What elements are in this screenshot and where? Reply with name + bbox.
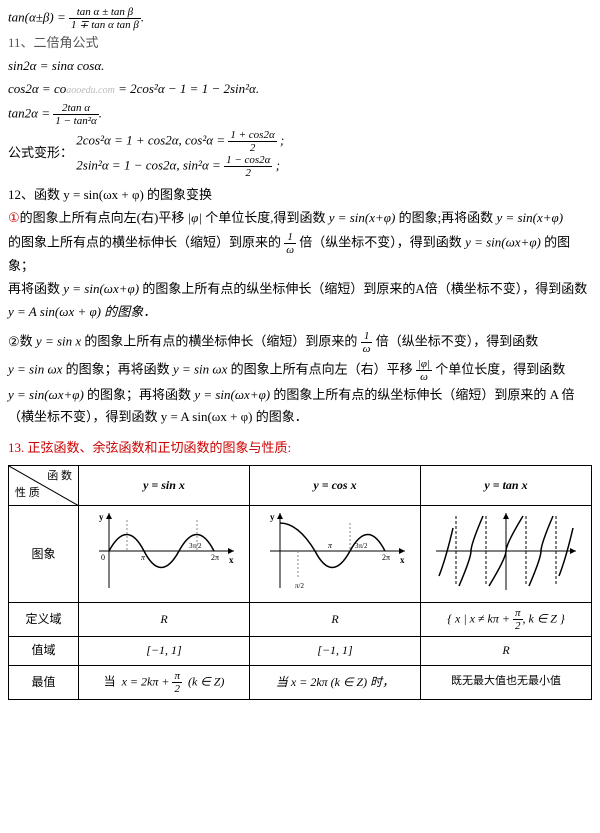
range-sin: [−1, 1] <box>79 637 250 665</box>
domain-sin: R <box>79 603 250 637</box>
max-sin: 当 x = 2kπ + π2 (k ∈ Z) <box>79 665 250 699</box>
svg-text:0: 0 <box>101 553 105 562</box>
section-13-title: 13. 正弦函数、余弦函数和正切函数的图象与性质: <box>8 438 592 459</box>
graph-sin: 0 π 3π/2 2π y x <box>79 506 250 603</box>
body-12a: ①的图象上所有点向左(右)平移 |φ| 个单位长度,得到函数 y = sin(x… <box>8 208 592 229</box>
body-12g: y = sin(ωx+φ) 的图象；再将函数 y = sin(ωx+φ) 的图象… <box>8 385 592 406</box>
svg-text:2π: 2π <box>382 553 390 562</box>
svg-text:x: x <box>400 555 405 565</box>
range-cos: [−1, 1] <box>250 637 421 665</box>
range-tan: R <box>421 637 592 665</box>
body-12h: （横坐标不变），得到函数 y = A sin(ωx + φ) 的图象． <box>8 407 592 428</box>
body-12d: y = A sin(ωx + φ) 的图象． <box>8 302 592 323</box>
svg-text:3π/2: 3π/2 <box>355 542 368 550</box>
svg-text:3π/2: 3π/2 <box>189 542 202 550</box>
max-tan: 既无最大值也无最小值 <box>421 665 592 699</box>
diag-top-label: 函 数 <box>47 468 72 486</box>
body-12e: ②数 y = sin x 的图象上所有点的横坐标伸长（缩短）到原来的 1ω 倍（… <box>8 330 592 355</box>
trig-properties-table: 函 数 性 质 y = sin x y = cos x y = tan x 图象… <box>8 465 592 700</box>
body-12c: 再将函数 y = sin(ωx+φ) 的图象上所有点的纵坐标伸长（缩短）到原来的… <box>8 279 592 300</box>
domain-cos: R <box>250 603 421 637</box>
body-12f: y = sin ωx 的图象；再将函数 y = sin ωx 的图象上所有点向左… <box>8 358 592 383</box>
graph-tan <box>421 506 592 603</box>
formula-cos2a: cos2α = coaooedu.com = 2cos²α − 1 = 1 − … <box>8 79 592 100</box>
formula-sin2a: sin2α = sinα cosα. <box>8 56 592 77</box>
col-cos: y = cos x <box>250 466 421 506</box>
formula-tan2a: tan2α = 2tan α1 − tan²α. <box>8 102 592 127</box>
row-domain-label: 定义域 <box>9 603 79 637</box>
svg-text:2π: 2π <box>211 553 219 562</box>
svg-text:x: x <box>229 555 234 565</box>
svg-text:y: y <box>99 512 104 522</box>
formula-variants: 公式变形： 2cos²α = 1 + cos2α, cos²α = 1 + co… <box>8 129 592 179</box>
col-tan: y = tan x <box>421 466 592 506</box>
svg-text:π: π <box>328 541 333 550</box>
svg-text:y: y <box>270 512 275 522</box>
section-12-title: 12、函数 y = sin(ωx + φ) 的图象变换 <box>8 185 592 206</box>
row-max-label: 最值 <box>9 665 79 699</box>
section-11-title: 11、二倍角公式 <box>8 33 592 54</box>
graph-cos: π/2 π 3π/2 2π y x <box>250 506 421 603</box>
row-graph-label: 图象 <box>9 506 79 603</box>
watermark: aooedu.com <box>66 85 115 96</box>
col-sin: y = sin x <box>79 466 250 506</box>
max-cos: 当 x = 2kπ (k ∈ Z) 时， <box>250 665 421 699</box>
svg-text:π/2: π/2 <box>295 582 304 590</box>
formula-tan-sum: tan(α±β) = tan α ± tan β1 ∓ tan α tan β. <box>8 6 592 31</box>
row-range-label: 值域 <box>9 637 79 665</box>
table-header-diag: 函 数 性 质 <box>9 466 79 506</box>
domain-tan: { x | x ≠ kπ + π2, k ∈ Z } <box>421 603 592 637</box>
diag-bot-label: 性 质 <box>15 485 40 503</box>
body-12b: 的图象上所有点的横坐标伸长（缩短）到原来的 1ω 倍（纵坐标不变），得到函数 y… <box>8 231 592 277</box>
variant-label: 公式变形： <box>8 145 73 160</box>
